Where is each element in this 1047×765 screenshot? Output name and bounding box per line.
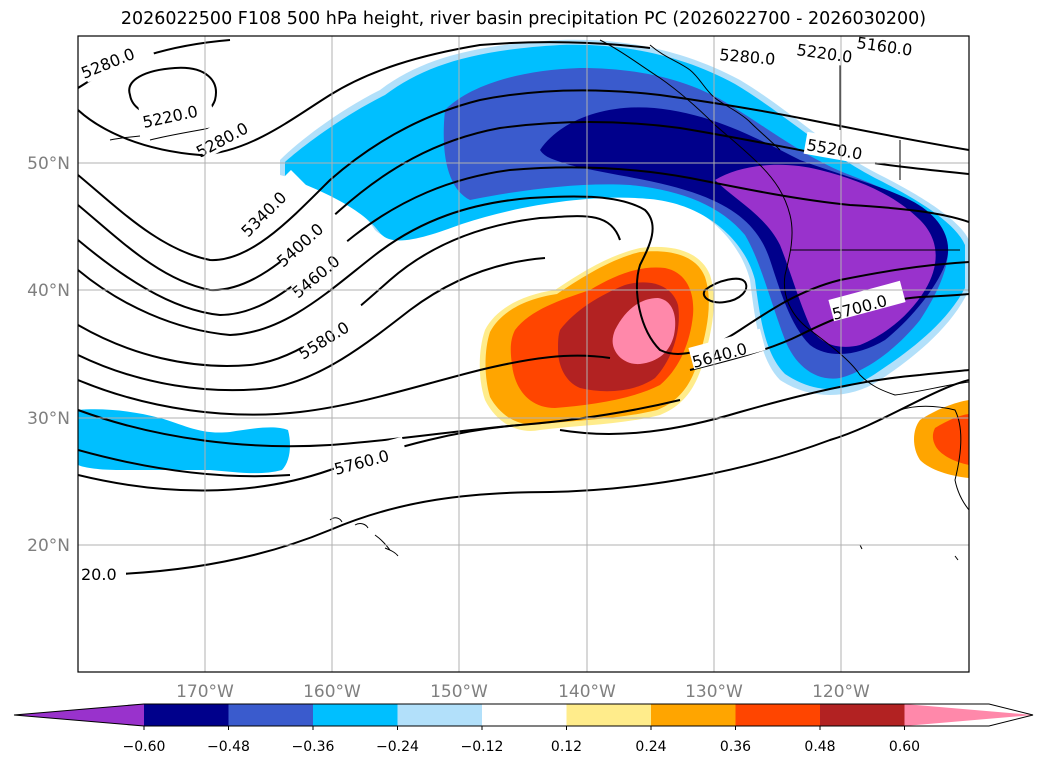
graticule (78, 36, 969, 672)
colorbar-swatch (482, 704, 567, 726)
colorbar-swatch (144, 704, 229, 726)
colorbar-swatch (735, 704, 821, 726)
colorbar-tick-label: −0.24 (376, 739, 419, 755)
colorbar-tick-label: 0.48 (804, 739, 835, 755)
lat-label: 20°N (27, 536, 70, 556)
lat-label: 30°N (27, 409, 70, 429)
colorbar-swatch (820, 704, 905, 726)
lon-label: 120°W (812, 682, 870, 702)
precip-shading (78, 39, 969, 478)
lat-label: 50°N (27, 154, 70, 174)
colorbar-tick-label: −0.60 (123, 739, 166, 755)
map-frame (77, 35, 970, 673)
colorbar-swatch (566, 704, 652, 726)
colorbar-extend-min (14, 704, 144, 726)
lon-label: 170°W (176, 682, 234, 702)
contour-label: 5160.0 (855, 33, 913, 60)
colorbar-tick-label: 0.36 (720, 739, 751, 755)
positive-core-pink (612, 298, 676, 365)
colorbar-tick-label: 0.60 (889, 739, 920, 755)
colorbar-swatch (397, 704, 483, 726)
colorbar-swatch (651, 704, 736, 726)
colorbar-swatch (313, 704, 398, 726)
contour-label-knockouts (78, 36, 929, 584)
lat-label: 40°N (27, 281, 70, 301)
negative-subtropical-patch (78, 409, 290, 474)
colorbar-tick-label: −0.12 (461, 739, 504, 755)
lon-label: 160°W (303, 682, 361, 702)
contour-label: 5280.0 (719, 45, 776, 69)
colorbar-swatch (228, 704, 314, 726)
colorbar-tick-label: −0.36 (292, 739, 335, 755)
lon-label: 130°W (685, 682, 743, 702)
lon-label: 150°W (430, 682, 488, 702)
coastlines (109, 39, 969, 561)
latitude-labels: 50°N 40°N 30°N 20°N (27, 154, 70, 556)
lon-label: 140°W (558, 682, 616, 702)
longitude-labels: 170°W 160°W 150°W 140°W 130°W 120°W (176, 682, 870, 702)
contour-label: 20.0 (81, 565, 117, 584)
figure-title: 2026022500 F108 500 hPa height, river ba… (120, 9, 927, 29)
colorbar-outline (13, 703, 1034, 727)
colorbar-tick-label: 0.24 (635, 739, 666, 755)
colorbar-tick-label: −0.48 (207, 739, 250, 755)
colorbar-extend-max (904, 704, 1033, 726)
colorbar-tick-label: 0.12 (551, 739, 582, 755)
